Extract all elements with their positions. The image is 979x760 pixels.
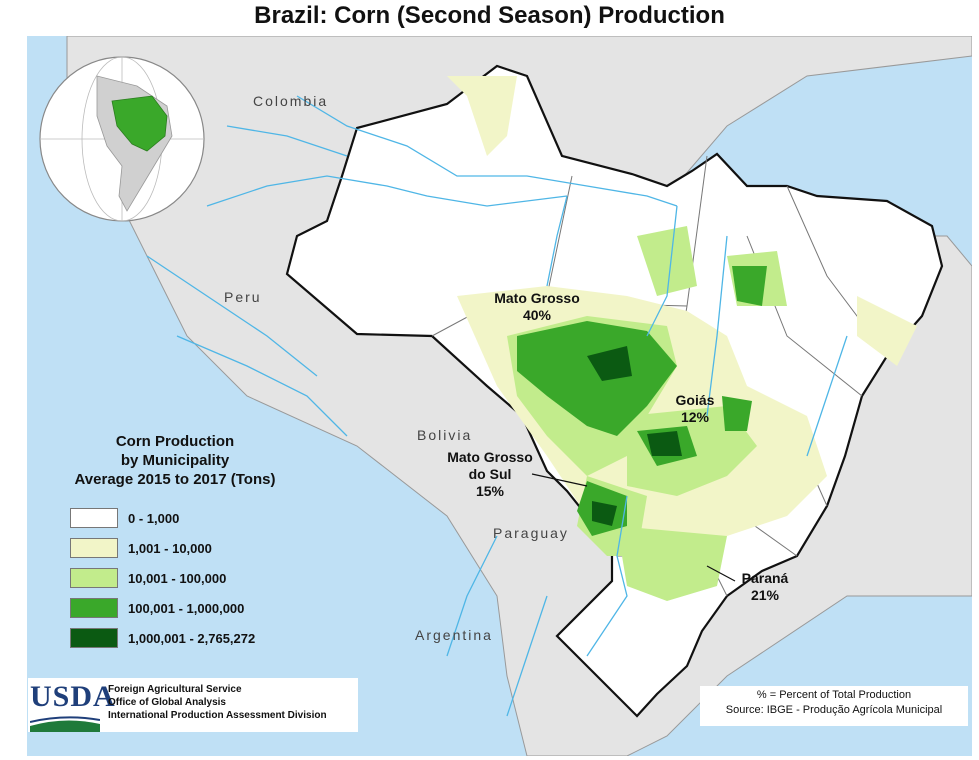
legend-swatch (70, 538, 118, 558)
legend-item: 0 - 1,000 (70, 503, 310, 533)
legend-swatch (70, 598, 118, 618)
state-label-parana: Paraná 21% (725, 570, 805, 604)
legend: Corn Production by Municipality Average … (40, 432, 310, 653)
state-share: 15% (475, 483, 505, 499)
country-label-bolivia: Bolivia (417, 427, 473, 443)
legend-label: 0 - 1,000 (128, 510, 180, 526)
country-label-colombia: Colombia (253, 93, 329, 109)
country-label-argentina: Argentina (415, 627, 493, 643)
state-name-line1: Mato Grosso (447, 449, 533, 465)
map-title: Brazil: Corn (Second Season) Production (254, 2, 725, 29)
legend-title-line3: Average 2015 to 2017 (Tons) (74, 471, 276, 488)
legend-label: 1,000,001 - 2,765,272 (128, 630, 256, 646)
legend-label: 1,001 - 10,000 (128, 540, 212, 556)
legend-title-line2: by Municipality (120, 452, 230, 469)
state-label-mato-grosso-do-sul: Mato Grosso do Sul 15% (435, 449, 545, 500)
legend-swatch (70, 508, 118, 528)
map-canvas: Colombia Peru Bolivia Paraguay Argentina… (27, 36, 972, 756)
state-share: 12% (680, 409, 710, 425)
legend-item: 100,001 - 1,000,000 (70, 593, 310, 623)
state-label-mato-grosso: Mato Grosso 40% (477, 290, 597, 324)
legend-item: 10,001 - 100,000 (70, 563, 310, 593)
legend-item: 1,001 - 10,000 (70, 533, 310, 563)
production-areas (447, 76, 917, 601)
source-line2: Source: IBGE - Produção Agrícola Municip… (725, 704, 943, 716)
leader-lines (531, 473, 736, 582)
source-line1: % = Percent of Total Production (756, 689, 912, 701)
legend-label: 10,001 - 100,000 (128, 570, 227, 586)
country-label-peru: Peru (224, 289, 262, 305)
agency-line1: Foreign Agricultural Service (108, 684, 242, 695)
legend-label: 100,001 - 1,000,000 (128, 600, 245, 616)
legend-swatch (70, 628, 118, 648)
agency-block: USDA Foreign Agricultural Service Office… (28, 678, 358, 732)
rivers (146, 95, 848, 717)
agency-line3: International Production Assessment Divi… (108, 710, 327, 721)
usda-logo-swoosh (30, 716, 100, 732)
usda-logo: USDA (30, 680, 116, 713)
state-share: 40% (522, 307, 552, 323)
agency-line2: Office of Global Analysis (108, 697, 226, 708)
legend-title-line1: Corn Production (115, 433, 235, 450)
state-name: Paraná (741, 570, 789, 586)
state-name: Mato Grosso (494, 290, 580, 306)
source-note: % = Percent of Total Production Source: … (700, 686, 968, 726)
inset-globe (39, 56, 205, 222)
legend-items: 0 - 1,000 1,001 - 10,000 10,001 - 100,00… (40, 503, 310, 653)
legend-title: Corn Production by Municipality Average … (40, 432, 310, 489)
agency-text: Foreign Agricultural Service Office of G… (108, 683, 327, 722)
country-label-paraguay: Paraguay (493, 525, 569, 541)
state-share: 21% (750, 587, 780, 603)
legend-item: 1,000,001 - 2,765,272 (70, 623, 310, 653)
state-label-goias: Goiás 12% (660, 392, 730, 426)
map-graphic (39, 36, 972, 756)
legend-swatch (70, 568, 118, 588)
state-name-line2: do Sul (468, 466, 512, 482)
state-name: Goiás (675, 392, 715, 408)
